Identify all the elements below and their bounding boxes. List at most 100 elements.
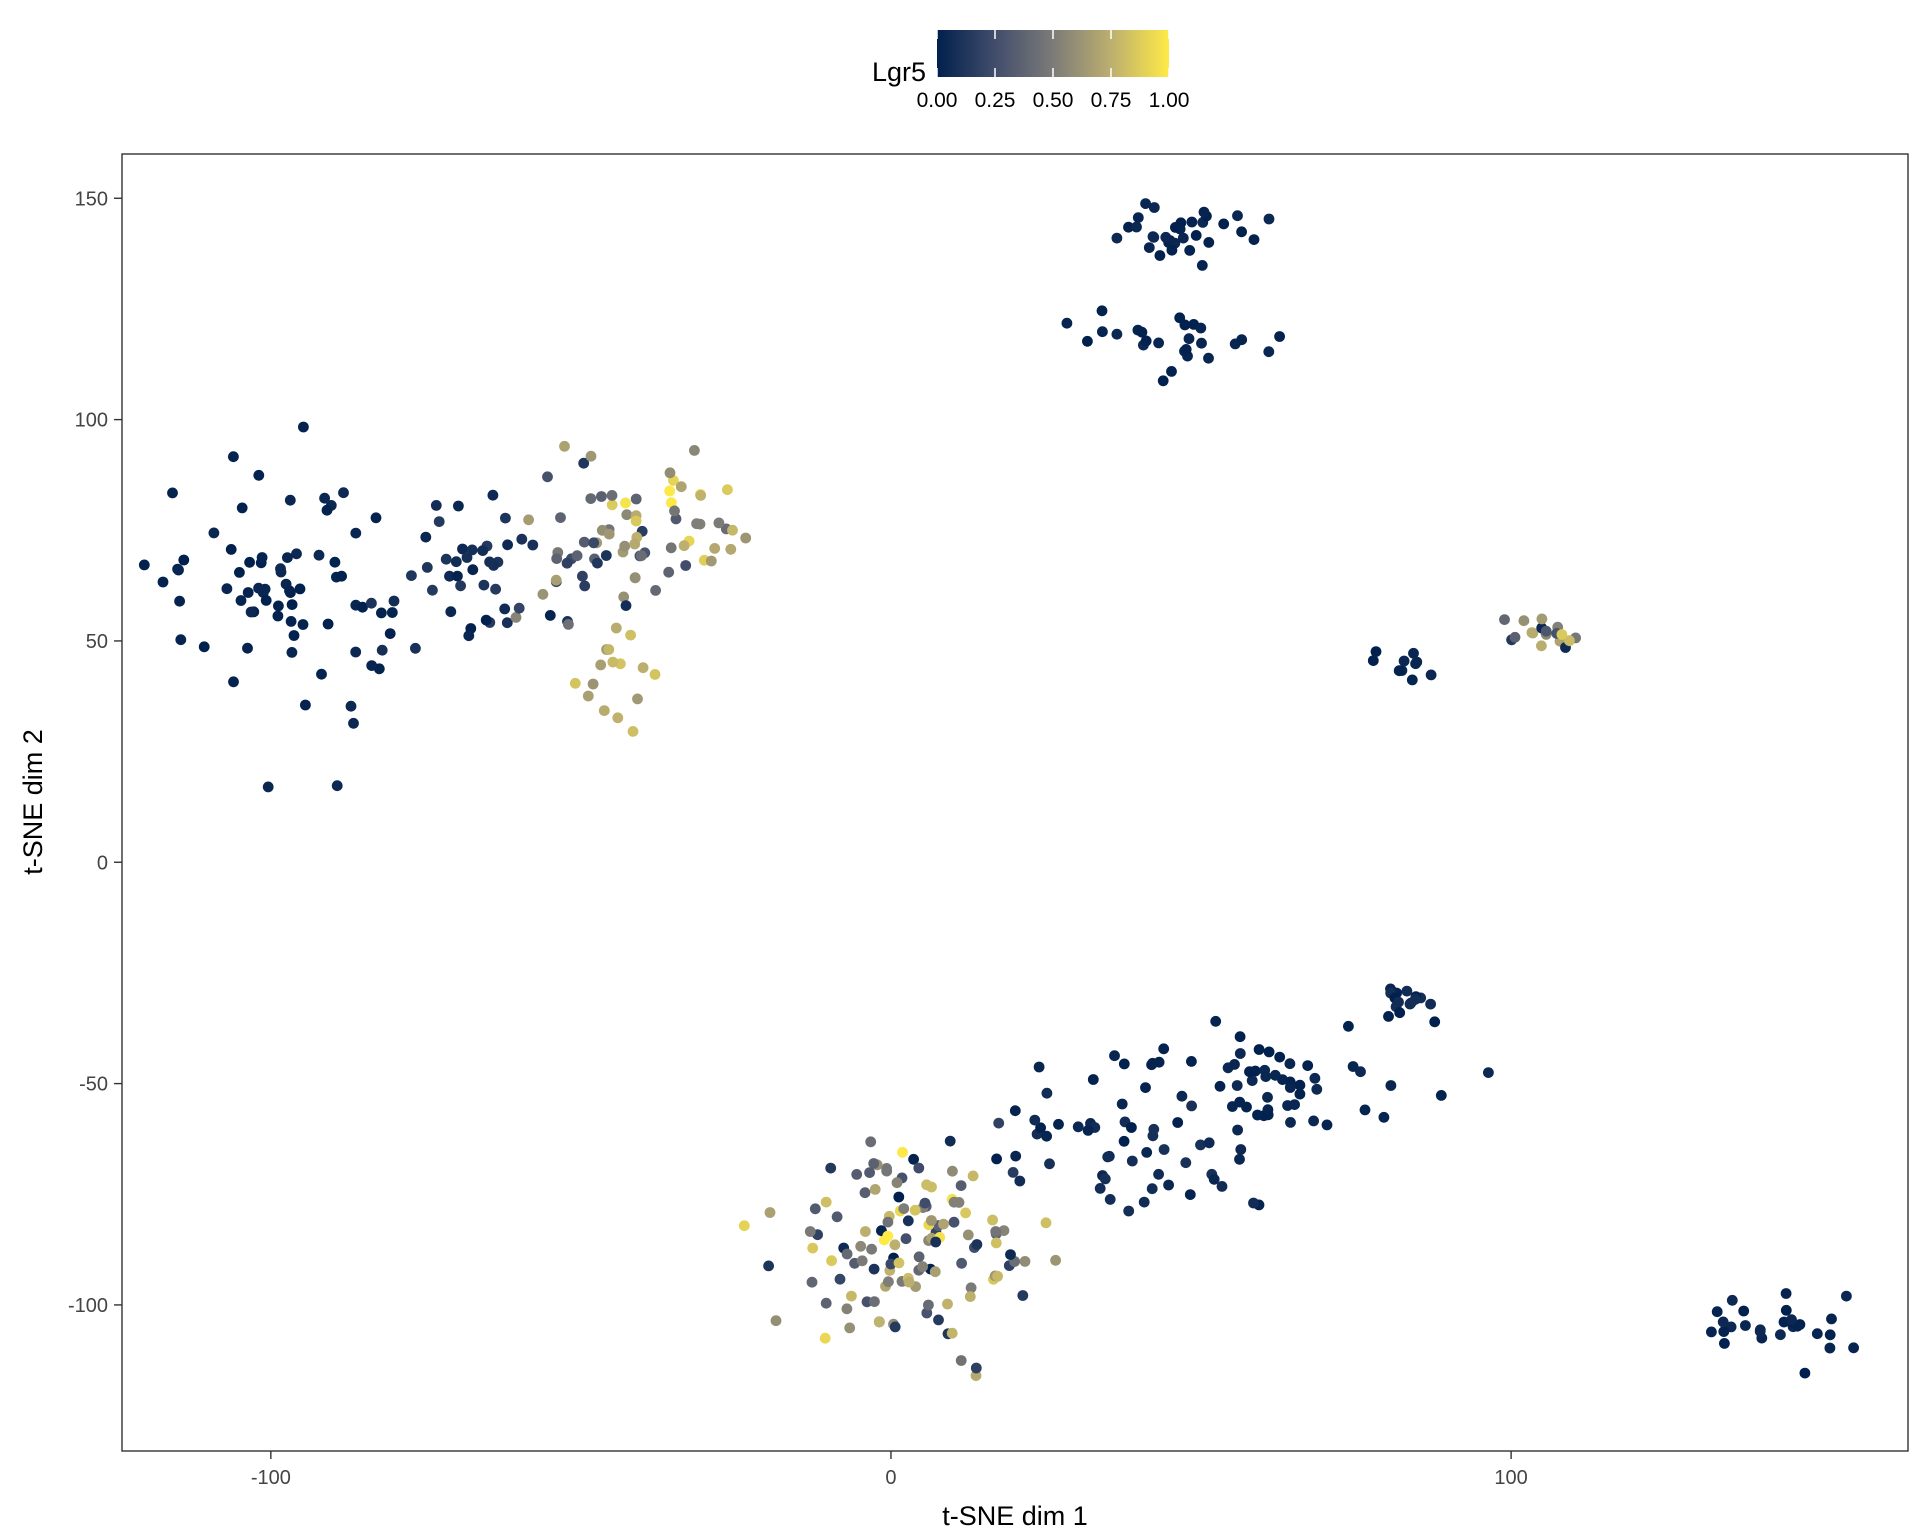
data-point (1132, 212, 1144, 224)
data-point (933, 1314, 944, 1326)
data-point (1214, 1080, 1226, 1092)
data-point (1252, 1109, 1263, 1121)
data-point (272, 610, 284, 622)
data-point (1294, 1079, 1306, 1091)
data-point (923, 1299, 934, 1311)
data-point (1099, 1173, 1111, 1185)
data-point (1097, 326, 1108, 338)
data-point (965, 1282, 977, 1294)
data-point (1378, 1111, 1390, 1123)
data-point (882, 1216, 894, 1228)
data-point (370, 512, 382, 524)
data-point (1118, 1135, 1130, 1147)
data-point (273, 600, 284, 612)
data-point (1232, 1124, 1243, 1136)
data-point (1385, 1080, 1397, 1091)
data-point (819, 1332, 831, 1344)
data-point (297, 619, 309, 630)
data-point (1294, 1088, 1306, 1100)
data-point (846, 1290, 857, 1302)
data-point (1302, 1060, 1314, 1071)
data-point (1229, 1059, 1240, 1070)
data-point (738, 1220, 750, 1232)
data-point (366, 597, 377, 609)
data-point (1157, 375, 1169, 387)
data-point (675, 481, 687, 493)
data-point (550, 574, 562, 586)
data-point (1786, 1314, 1797, 1326)
data-point (619, 540, 631, 552)
data-point (1309, 1072, 1321, 1084)
data-point (612, 712, 624, 724)
data-point (242, 642, 253, 654)
data-point (579, 580, 591, 592)
data-point (1087, 1074, 1099, 1085)
data-point (286, 599, 298, 610)
data-point (1138, 1196, 1150, 1208)
data-point (1308, 1115, 1319, 1127)
data-point (1726, 1294, 1738, 1306)
data-point (1526, 627, 1538, 638)
data-point (245, 606, 257, 618)
data-point (620, 600, 632, 611)
data-point (650, 585, 661, 596)
data-point (1738, 1305, 1750, 1317)
data-point (1717, 1316, 1729, 1328)
data-point (1111, 232, 1123, 244)
data-point (1711, 1306, 1723, 1318)
data-point (421, 562, 433, 573)
data-point (809, 1203, 821, 1215)
data-point (893, 1257, 905, 1269)
data-point (1499, 614, 1510, 625)
data-point (970, 1362, 982, 1374)
legend: Lgr5 0.00 0.25 0.50 0.75 1.00 (872, 30, 1189, 112)
data-point (921, 1307, 933, 1319)
data-point (406, 570, 417, 581)
data-point (484, 556, 495, 568)
data-point (606, 490, 618, 501)
data-point (1123, 221, 1134, 233)
data-point (1269, 1069, 1281, 1081)
data-point (167, 487, 178, 499)
data-point (291, 548, 302, 560)
data-point (891, 1177, 903, 1189)
data-point (1094, 1183, 1106, 1194)
data-point (1263, 1046, 1275, 1058)
data-point (1180, 344, 1192, 355)
data-point (919, 1197, 931, 1209)
data-point (1183, 333, 1195, 345)
data-point (477, 545, 489, 556)
data-point (618, 591, 630, 603)
data-point (603, 528, 615, 540)
data-point (242, 587, 254, 598)
data-point (1289, 1099, 1300, 1110)
data-point (1216, 1181, 1228, 1192)
data-point (1811, 1328, 1823, 1340)
y-tick-label: 0 (97, 852, 108, 874)
data-point (1248, 1197, 1259, 1209)
data-point (1186, 1056, 1197, 1067)
data-point (285, 616, 297, 627)
data-point (285, 587, 296, 598)
data-point (313, 549, 325, 561)
data-point (228, 676, 239, 688)
data-point (1236, 226, 1247, 238)
data-point (1848, 1342, 1859, 1354)
data-point (1009, 1105, 1021, 1117)
data-point (637, 662, 649, 674)
data-point (244, 556, 256, 568)
data-point (236, 502, 248, 514)
data-point (826, 1255, 837, 1267)
data-point (1196, 260, 1208, 271)
data-point (913, 1162, 925, 1174)
data-point (329, 556, 341, 568)
data-point (1754, 1326, 1766, 1337)
data-point (582, 690, 594, 702)
data-point (350, 527, 362, 539)
data-point (649, 669, 661, 680)
data-point (636, 550, 647, 562)
data-point (1131, 221, 1142, 233)
data-point (860, 1226, 871, 1237)
data-point (1186, 216, 1198, 228)
data-point (893, 1191, 905, 1203)
